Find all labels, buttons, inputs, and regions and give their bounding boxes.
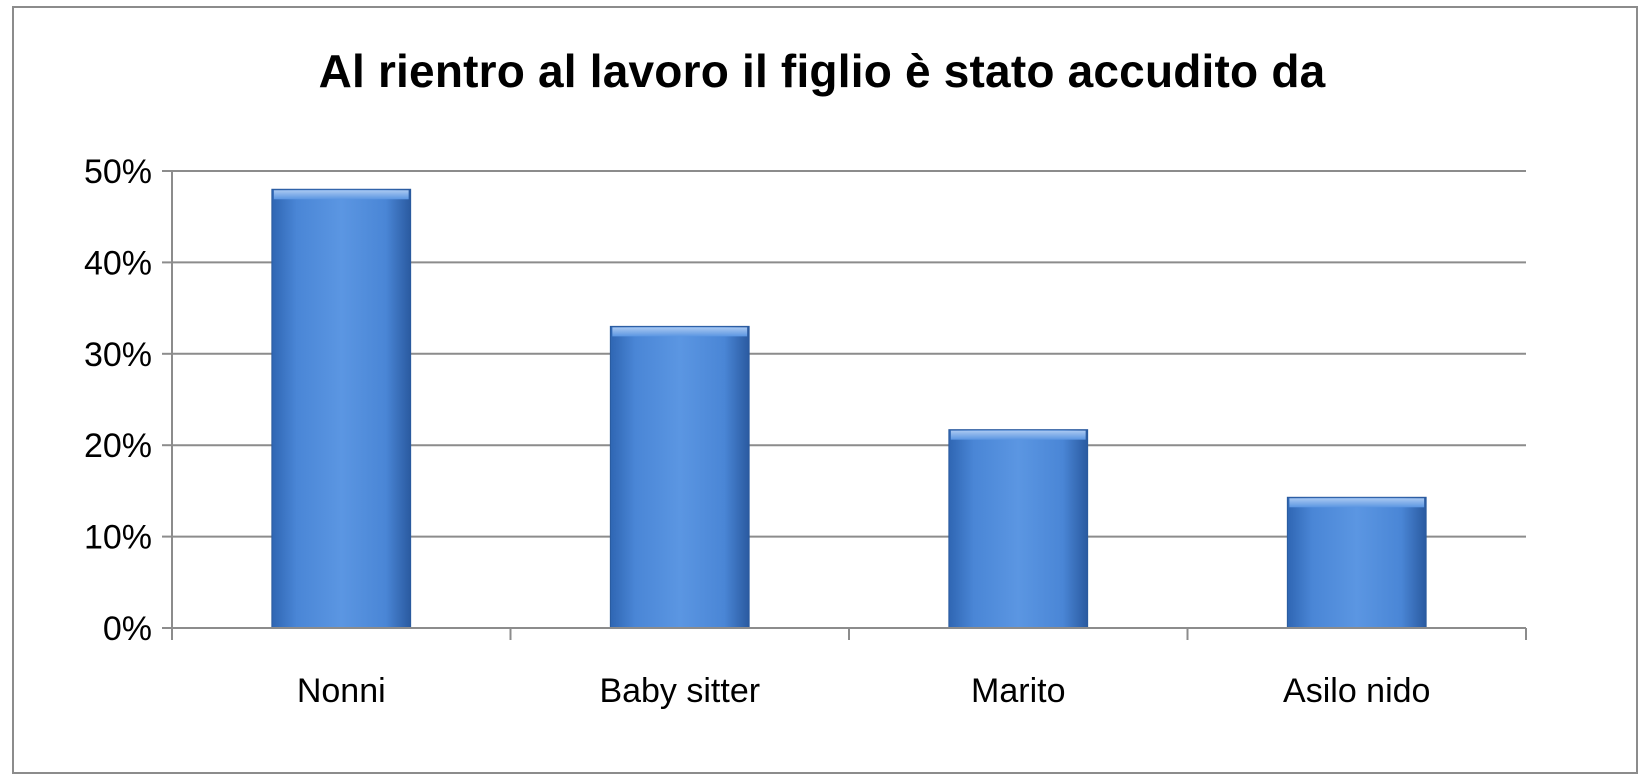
chart-title: Al rientro al lavoro il figlio è stato a… — [318, 45, 1326, 97]
bar-highlight — [1289, 498, 1425, 508]
x-tick-label: Marito — [971, 672, 1065, 710]
bar — [948, 429, 1089, 629]
x-tick-label: Asilo nido — [1283, 672, 1430, 710]
bar-highlight — [273, 190, 409, 200]
y-tick-label: 10% — [84, 519, 152, 557]
bar — [1286, 496, 1427, 629]
bar — [271, 188, 412, 629]
bar-asilo-nido — [1286, 496, 1427, 629]
bar-highlight — [612, 327, 748, 337]
bar-marito — [948, 429, 1089, 629]
x-tick-label: Baby sitter — [599, 672, 760, 710]
y-tick-label: 20% — [84, 427, 152, 465]
bar — [609, 325, 750, 629]
bar-baby-sitter — [609, 325, 750, 629]
y-tick-label: 50% — [84, 153, 152, 191]
y-tick-label: 40% — [84, 244, 152, 282]
y-tick-label: 0% — [103, 610, 152, 648]
x-tick-label: Nonni — [297, 672, 386, 710]
y-tick-label: 30% — [84, 336, 152, 374]
bar-highlight — [950, 430, 1086, 440]
bar-nonni — [271, 188, 412, 629]
